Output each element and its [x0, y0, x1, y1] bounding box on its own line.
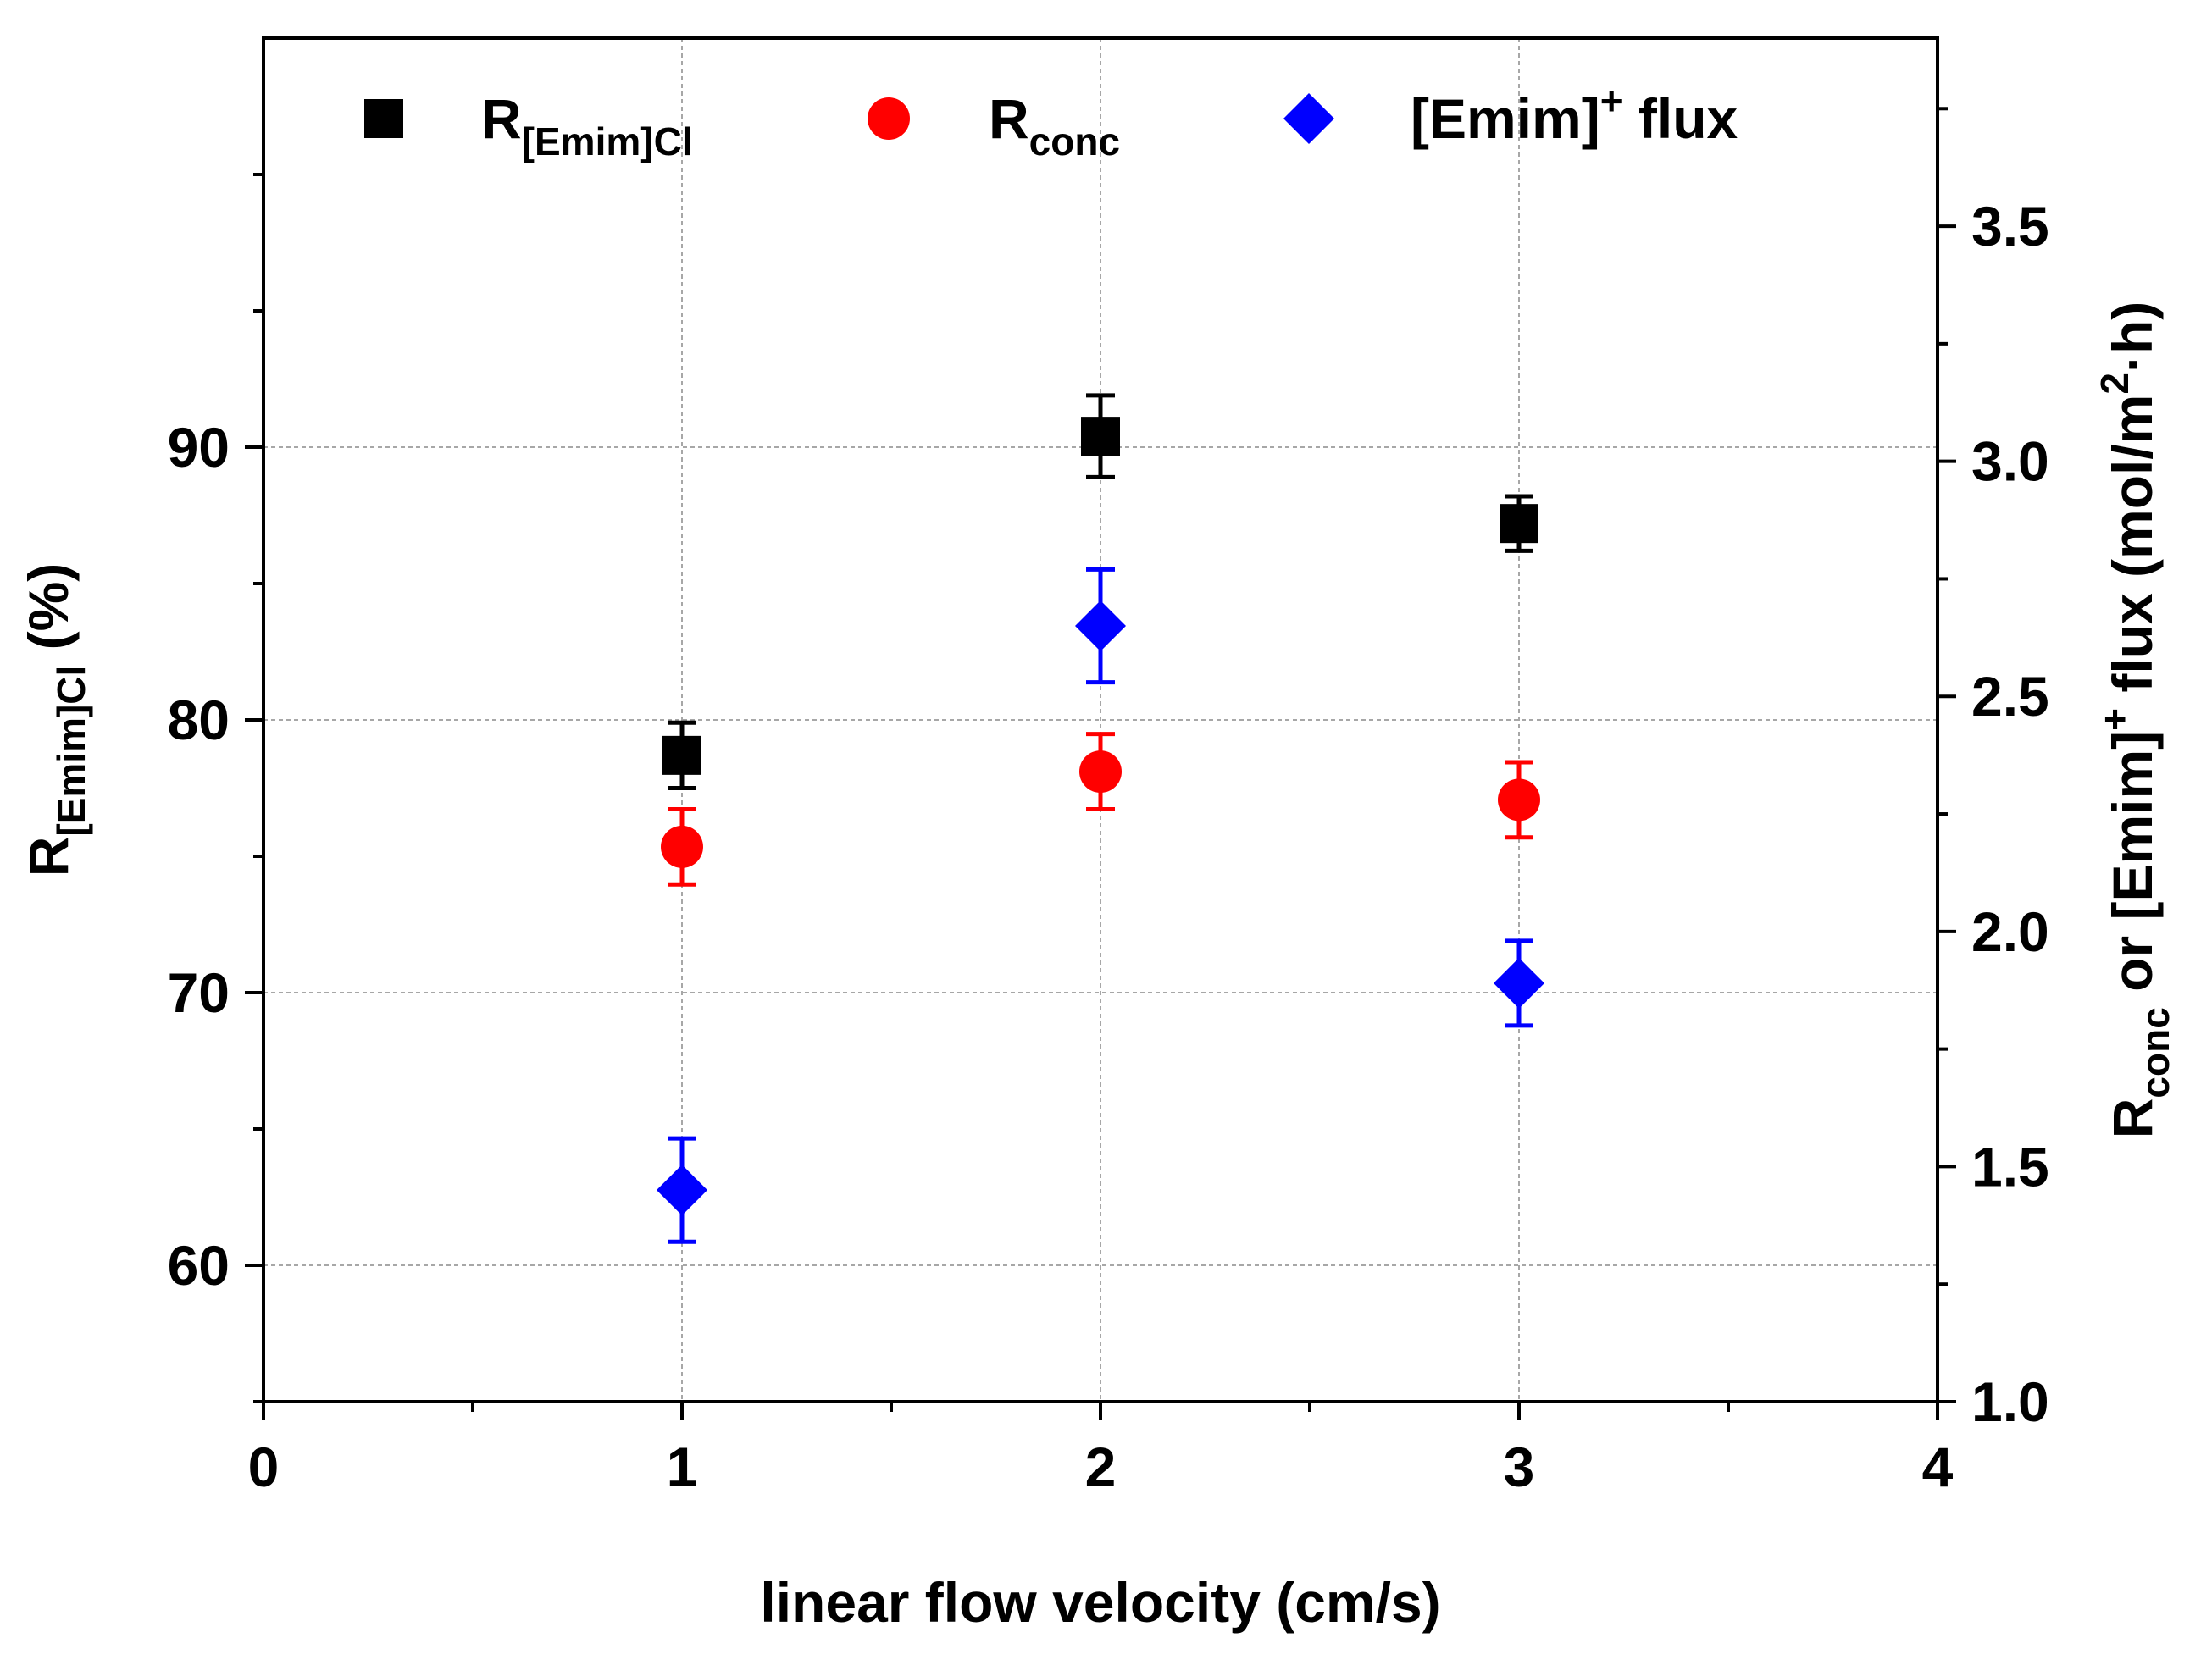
right-y-tick-label: 2.0: [1971, 900, 2049, 963]
left-y-tick-label: 90: [168, 416, 230, 479]
axis-ticks: 0 1 2 3 4 60 70 80 90 1.0 1.5 2.0 2.5 3.0 3.5: [168, 107, 2049, 1498]
x-tick-label: 2: [1085, 1436, 1117, 1498]
legend-marker-diamond: [1283, 93, 1334, 144]
legend-label: Rconc: [989, 87, 1120, 163]
legend-label: [Emim]+ flux: [1411, 79, 1738, 150]
legend: R[Emim]Cl Rconc [Emim]+ flux: [364, 79, 1738, 163]
left-y-tick-label: 70: [168, 961, 230, 1024]
data-point-diamond: [657, 1165, 707, 1216]
right-y-tick-label: 3.0: [1971, 430, 2049, 493]
data-point-circle: [661, 825, 703, 868]
right-y-tick-label: 3.5: [1971, 195, 2049, 257]
x-tick-label: 4: [1922, 1436, 1954, 1498]
x-tick-label: 0: [248, 1436, 280, 1498]
legend-marker-circle: [868, 97, 910, 140]
right-y-tick-label: 2.5: [1971, 665, 2049, 728]
x-axis-label: linear flow velocity (cm/s): [760, 1571, 1440, 1634]
x-tick-label: 1: [667, 1436, 698, 1498]
data-point-diamond: [1075, 600, 1126, 651]
data-marks: [657, 393, 1544, 1244]
data-point-square: [662, 735, 701, 775]
data-point-square: [1500, 504, 1538, 544]
data-point-diamond: [1494, 957, 1544, 1009]
left-y-tick-label: 60: [168, 1234, 230, 1297]
data-point-square: [1081, 417, 1120, 456]
data-point-circle: [1498, 778, 1540, 822]
legend-marker-square: [364, 99, 403, 138]
left-axis-label: R[Emim]Cl (%): [17, 563, 93, 877]
legend-label: R[Emim]Cl: [481, 87, 693, 163]
data-point-circle: [1079, 750, 1122, 794]
right-y-tick-label: 1.5: [1971, 1135, 2049, 1198]
right-axis-label: Rconc or [Emim]+ flux (mol/m2·h): [2093, 302, 2177, 1139]
right-y-tick-label: 1.0: [1971, 1370, 2049, 1433]
grid-lines: [263, 38, 1938, 1402]
x-tick-label: 3: [1504, 1436, 1535, 1498]
left-y-tick-label: 80: [168, 689, 230, 751]
